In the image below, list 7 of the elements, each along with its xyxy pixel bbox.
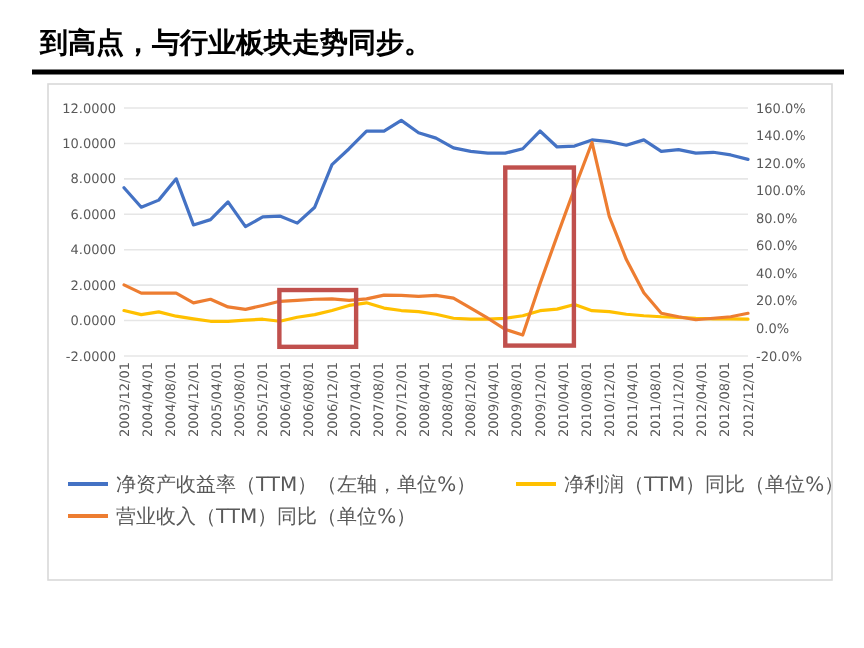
legend-label: 营业收入（TTM）同比（单位%） <box>116 505 417 529</box>
legend-label: 净资产收益率（TTM）（左轴，单位%） <box>116 473 477 497</box>
legend-label: 净利润（TTM）同比（单位%） <box>564 473 845 497</box>
line-series <box>122 301 750 323</box>
line-series <box>122 118 750 229</box>
line-series <box>122 140 750 337</box>
chart-title: 到高点，与行业板块走势同步。 <box>38 26 432 60</box>
